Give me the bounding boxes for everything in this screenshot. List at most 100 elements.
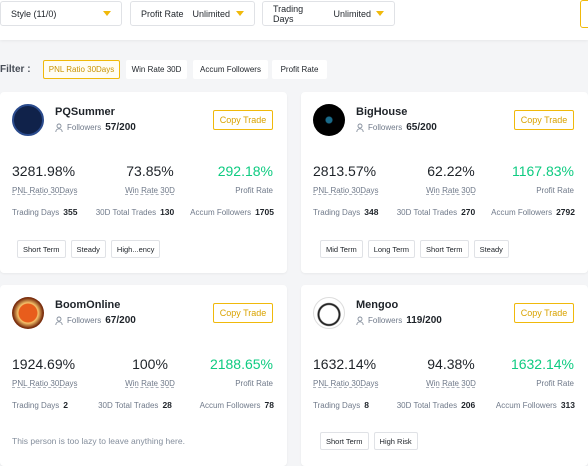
tag: Mid Term — [320, 240, 363, 258]
trader-card: BoomOnline Followers 67/200 Copy Trade 1924.… — [0, 285, 287, 466]
stat-value: 1632.14% — [510, 356, 574, 372]
trader-card: PQSummer Followers 57/200 Copy Trade 3281.98… — [0, 92, 287, 273]
followers-count: 65/200 — [406, 122, 437, 133]
detail: 30D Total Trades 130 — [80, 207, 190, 217]
detail-label: 30D Total Trades — [98, 401, 159, 410]
stat-value: 3281.98% — [12, 163, 76, 179]
tag: Steady — [473, 240, 509, 258]
dropdown[interactable]: Trading Days Unlimited — [262, 1, 395, 26]
filter-option[interactable]: Profit Rate — [272, 60, 327, 79]
stat-label: PNL Ratio 30Days — [313, 379, 379, 388]
dropdown-label: Trading Days — [273, 3, 304, 24]
stat-label-wrap: PNL Ratio 30Days — [12, 180, 78, 198]
partial-button[interactable] — [580, 0, 588, 28]
detail: Trading Days 8 — [313, 400, 369, 410]
detail-label: Accum Followers — [495, 401, 557, 410]
detail-label: 30D Total Trades — [396, 208, 458, 217]
tag: Short Term — [320, 432, 369, 450]
filter-label: Filter : — [0, 64, 31, 75]
stat-label: Win Rate 30D — [125, 379, 175, 388]
detail: Trading Days 2 — [12, 400, 68, 410]
dropdown[interactable]: Profit Rate Unlimited — [130, 1, 255, 26]
copy-trade-button[interactable]: Copy Trade — [213, 303, 273, 323]
copy-trade-button[interactable]: Copy Trade — [514, 110, 574, 130]
detail: Trading Days 355 — [12, 207, 77, 217]
trader-card: BigHouse Followers 65/200 Copy Trade 2813.57… — [301, 92, 588, 273]
stat-value: 1924.69% — [12, 356, 76, 372]
stat-label: Profit Rate — [536, 379, 574, 388]
tag: High Risk — [373, 432, 418, 450]
stat: 2813.57% PNL Ratio 30Days — [313, 163, 379, 198]
tag: Short Term — [17, 240, 66, 258]
detail-value: 28 — [162, 400, 172, 410]
detail-label: 30D Total Trades — [396, 401, 458, 410]
stat-value: 73.85% — [126, 163, 174, 179]
stat-label-wrap: Win Rate 30D — [401, 373, 501, 391]
filter-option[interactable]: PNL Ratio 30Days — [43, 60, 120, 79]
detail-value: 78 — [264, 400, 274, 410]
stat-value: 2188.65% — [209, 356, 273, 372]
tag-list: Short Term High Risk — [320, 432, 418, 450]
stat-label: Profit Rate — [235, 186, 273, 195]
stat-label-wrap: Win Rate 30D — [401, 180, 501, 198]
detail-label: 30D Total Trades — [95, 208, 157, 217]
stat: 292.18% Profit Rate — [218, 163, 273, 198]
dropdown-arrow — [376, 11, 384, 16]
dropdown-arrow — [236, 11, 244, 16]
detail-value: 313 — [560, 400, 575, 410]
dropdown[interactable]: Style (11/0) — [0, 1, 122, 26]
stat-label-wrap: Profit Rate — [511, 373, 574, 391]
followers-label: Followers — [368, 123, 403, 132]
detail-value: 206 — [461, 400, 476, 410]
stat-value: 1632.14% — [313, 356, 377, 372]
tag: Short Term — [420, 240, 469, 258]
detail-value: 1705 — [255, 207, 274, 217]
stat: 1167.83% Profit Rate — [512, 163, 574, 198]
followers-icon — [356, 316, 364, 325]
trader-name[interactable]: BigHouse — [356, 106, 408, 118]
stat-label-wrap: PNL Ratio 30Days — [12, 373, 78, 391]
trader-name[interactable]: PQSummer — [55, 106, 115, 118]
followers-icon — [55, 316, 63, 325]
profile-note: This person is too lazy to leave anythin… — [12, 436, 185, 446]
trader-name[interactable]: BoomOnline — [55, 299, 121, 311]
detail-label: Accum Followers — [190, 208, 252, 217]
trader-name[interactable]: Mengoo — [356, 299, 399, 311]
followers: Followers 65/200 — [356, 122, 437, 133]
tag: High...ency — [110, 240, 161, 258]
detail-value: 8 — [364, 400, 370, 410]
avatar — [313, 297, 345, 329]
detail: Accum Followers 313 — [496, 400, 575, 410]
copy-trade-button[interactable]: Copy Trade — [514, 303, 574, 323]
detail-value: 130 — [160, 207, 175, 217]
stat: 1924.69% PNL Ratio 30Days — [12, 356, 78, 391]
detail-label: Trading Days — [12, 401, 60, 410]
followers: Followers 119/200 — [356, 315, 442, 326]
avatar — [12, 104, 44, 136]
stat-label-wrap: Profit Rate — [218, 180, 273, 198]
followers-label: Followers — [67, 123, 102, 132]
dropdown-value: Unlimited — [333, 8, 371, 19]
followers: Followers 67/200 — [55, 315, 136, 326]
copy-trade-button[interactable]: Copy Trade — [213, 110, 273, 130]
stat: 100% Win Rate 30D — [100, 356, 200, 391]
detail: 30D Total Trades 270 — [381, 207, 491, 217]
detail-value: 2792 — [556, 207, 575, 217]
stat: 73.85% Win Rate 30D — [100, 163, 200, 198]
stat: 62.22% Win Rate 30D — [401, 163, 501, 198]
detail-label: Trading Days — [313, 401, 361, 410]
detail-value: 2 — [63, 400, 69, 410]
stat-label: Win Rate 30D — [125, 186, 175, 195]
followers: Followers 57/200 — [55, 122, 136, 133]
top-bar: Style (11/0) Profit Rate Unlimited Trading … — [0, 0, 588, 40]
stat-label-wrap: Win Rate 30D — [100, 180, 200, 198]
filter-option[interactable]: Accum Followers — [193, 60, 268, 79]
followers-count: 67/200 — [105, 315, 136, 326]
detail: 30D Total Trades 206 — [381, 400, 491, 410]
stat-label: Profit Rate — [536, 186, 574, 195]
filter-option[interactable]: Win Rate 30D — [126, 60, 187, 79]
tag: Steady — [70, 240, 106, 258]
stat-value: 2813.57% — [313, 163, 377, 179]
detail: Accum Followers 78 — [200, 400, 274, 410]
